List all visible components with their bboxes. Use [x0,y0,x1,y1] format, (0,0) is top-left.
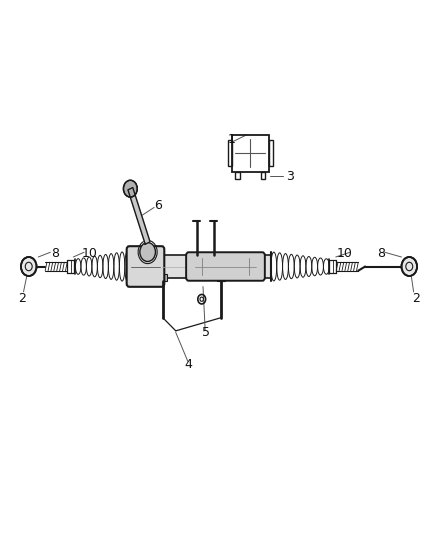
Circle shape [124,180,137,197]
Bar [261,172,265,180]
Bar [236,172,240,180]
Circle shape [140,243,155,262]
Text: 2: 2 [412,292,420,305]
Text: 4: 4 [185,358,193,370]
Text: 8: 8 [377,247,385,260]
Bar [269,140,273,166]
Text: 2: 2 [18,292,26,305]
Text: 1: 1 [228,133,236,147]
Bar [232,135,269,172]
Circle shape [402,257,417,276]
FancyBboxPatch shape [127,246,164,287]
Text: 5: 5 [202,326,210,339]
Bar [262,255,271,278]
Bar [228,140,232,166]
Bar [162,255,189,278]
Circle shape [21,257,36,276]
Text: 8: 8 [51,247,59,260]
Text: 10: 10 [336,247,352,260]
Text: 10: 10 [81,247,97,260]
Polygon shape [128,188,150,244]
Text: 3: 3 [286,171,294,183]
Text: 6: 6 [155,199,162,212]
Bar [217,274,225,281]
Bar [159,274,167,281]
FancyBboxPatch shape [186,252,265,281]
